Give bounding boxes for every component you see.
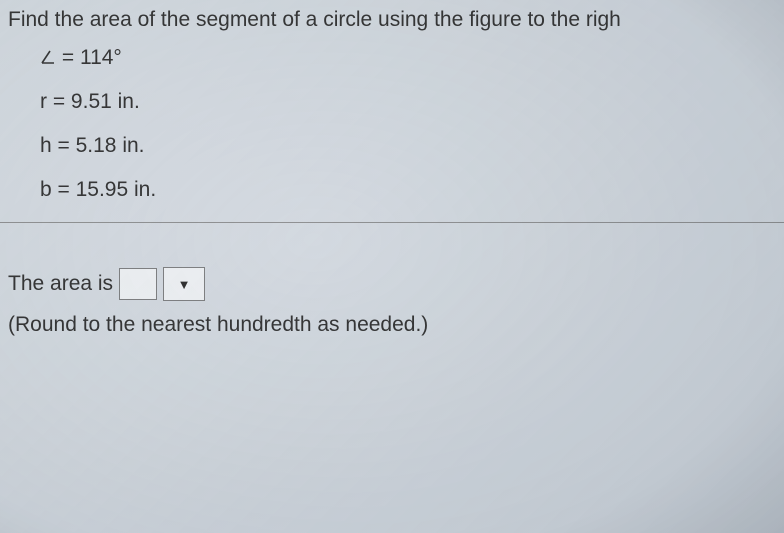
angle-value: = 114° [62,46,122,69]
answer-line: The area is ▼ [8,267,784,301]
answer-prefix: The area is [8,272,113,296]
question-text: Find the area of the segment of a circle… [8,8,784,32]
question-section: Find the area of the segment of a circle… [0,0,784,202]
given-b: b = 15.95 in. [40,178,784,202]
area-input[interactable] [119,268,157,300]
unit-dropdown[interactable]: ▼ [163,267,205,301]
given-r: r = 9.51 in. [40,90,784,114]
given-angle: = 114° [40,46,784,70]
round-note: (Round to the nearest hundredth as neede… [8,313,784,337]
given-h: h = 5.18 in. [40,134,784,158]
answer-section: The area is ▼ (Round to the nearest hund… [0,223,784,337]
chevron-down-icon: ▼ [178,277,191,292]
angle-icon [40,47,56,63]
